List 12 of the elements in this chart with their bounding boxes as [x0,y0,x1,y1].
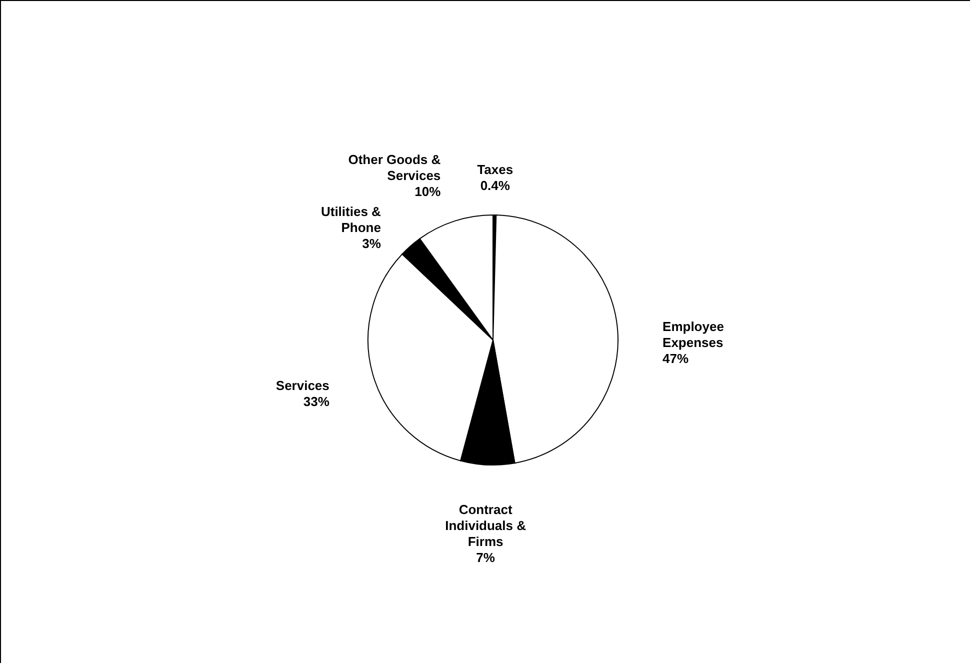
data-label: 7% [476,550,496,565]
data-label: 0.4% [480,178,510,194]
data-label: 33% [303,394,330,410]
slice-label: Employee Expenses [662,319,724,350]
slice-label: Contract Individuals & Firms [445,502,526,549]
data-label: 3% [362,236,382,252]
slice-label: Other Goods & Services [348,152,441,184]
slice-label: Utilities & Phone [320,204,381,236]
slice-label: Taxes [477,162,514,178]
slice-label: Services [276,378,330,394]
data-label: 47% [662,351,689,366]
data-label: 10% [414,184,442,200]
